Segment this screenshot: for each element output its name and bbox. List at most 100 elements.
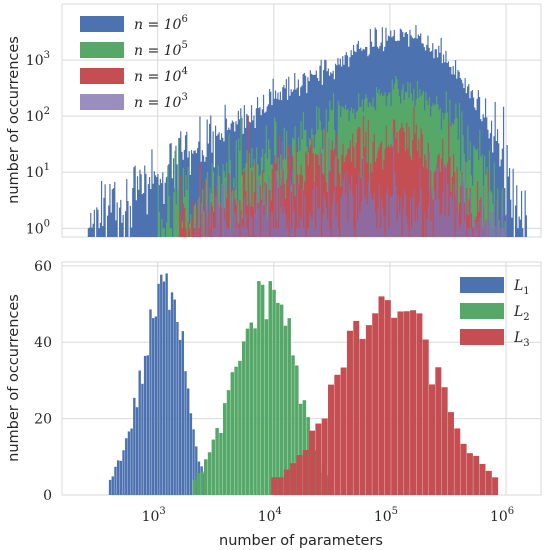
bottom-bars — [108, 273, 499, 495]
histogram-bar — [291, 355, 295, 495]
series-n-1e4 — [179, 107, 489, 237]
legend-swatch — [80, 68, 124, 84]
legend-swatch — [460, 329, 504, 345]
histogram-bar — [416, 313, 423, 495]
legend-swatch — [80, 42, 124, 58]
histogram-bar — [283, 469, 290, 495]
bottom-y-tick-label: 0 — [43, 488, 52, 504]
top-y-tick-label: 102 — [26, 106, 50, 125]
histogram-bar — [116, 460, 120, 495]
histogram-bar — [215, 428, 219, 495]
legend-swatch — [80, 16, 124, 32]
histogram-bar — [108, 479, 112, 495]
histogram-bar — [279, 304, 284, 495]
top-y-tick-label: 101 — [26, 162, 50, 181]
histogram-bar — [157, 283, 160, 495]
histogram-bar — [154, 316, 158, 495]
histogram-bar — [298, 403, 303, 495]
histogram-bar — [200, 471, 204, 495]
bottom-y-tick-label: 40 — [34, 335, 52, 351]
histogram-bar — [257, 281, 261, 495]
histogram-bar — [196, 472, 200, 495]
histogram-bar — [328, 384, 335, 495]
series-n-1e3 — [195, 137, 508, 237]
top-legend: n = 106 n = 105 n = 104 n = 103 — [80, 14, 188, 111]
histogram-bar — [492, 477, 499, 495]
histogram-bar — [315, 423, 322, 495]
top-y-tick-label: 103 — [26, 50, 50, 69]
histogram-bar — [473, 455, 480, 495]
histogram-bar — [238, 360, 242, 495]
top-y-axis-label: number of occurrences — [6, 36, 22, 204]
histogram-bar — [460, 443, 467, 495]
histogram-bar — [365, 325, 372, 495]
histogram-bar — [466, 453, 473, 495]
histogram-bar — [296, 455, 303, 495]
histogram-bar — [397, 311, 404, 495]
bottom-y-ticks: 0 20 40 60 — [34, 259, 52, 504]
histogram-bar — [187, 388, 190, 495]
histogram-bar — [222, 403, 227, 495]
bottom-x-tick-label: 104 — [258, 506, 282, 525]
histogram-bar — [219, 433, 223, 495]
histogram-bar — [181, 331, 185, 495]
histogram-bar — [309, 430, 316, 495]
histogram-bar — [138, 370, 141, 495]
histogram-bar — [245, 328, 250, 495]
histogram-bar — [429, 384, 436, 495]
top-y-tick-label: 100 — [26, 218, 50, 237]
histogram-bar — [226, 390, 231, 495]
histogram-bar — [276, 302, 280, 495]
histogram-bar — [249, 322, 254, 495]
histogram-bar — [340, 367, 347, 495]
histogram-bar — [160, 274, 163, 495]
histogram-bar — [122, 450, 125, 495]
series-L2 — [192, 281, 329, 495]
histogram-bar — [277, 477, 284, 495]
histogram-bar — [372, 313, 379, 495]
histogram-bar — [130, 428, 133, 495]
top-panel: 100 101 102 103 number of occurrences n = 1… — [6, 3, 542, 238]
top-y-ticks: 100 101 102 103 — [26, 50, 50, 237]
histogram-bar — [378, 296, 385, 495]
histogram-bar — [253, 328, 257, 495]
histogram-bar — [283, 325, 288, 495]
legend-label: n = 104 — [134, 66, 188, 85]
legend-label: n = 106 — [134, 14, 188, 33]
histogram-bar — [422, 339, 429, 495]
histogram-bars — [179, 107, 489, 237]
histogram-bar — [170, 292, 174, 495]
histogram-bar — [204, 459, 208, 495]
histogram-bar — [146, 355, 149, 495]
bottom-y-tick-label: 60 — [34, 259, 52, 275]
bottom-y-axis-label: number of occurrences — [6, 294, 22, 462]
histogram-bar — [391, 317, 398, 495]
histogram-bar — [135, 407, 139, 495]
bottom-x-tick-label: 105 — [374, 506, 398, 525]
histogram-bar — [384, 300, 391, 495]
histogram-bar — [287, 318, 291, 495]
histogram-bar — [189, 413, 193, 495]
histogram-bar — [133, 397, 136, 495]
histogram-bar — [176, 321, 179, 495]
histogram-bar — [295, 365, 299, 495]
histogram-bar — [168, 309, 171, 495]
histogram-bar — [268, 281, 272, 495]
bottom-x-axis-label: number of parameters — [219, 533, 383, 549]
histogram-bar — [207, 452, 212, 495]
histogram-bar — [454, 428, 461, 495]
histogram-bar — [272, 289, 276, 495]
histogram-bar — [143, 355, 147, 495]
bottom-x-tick-label: 103 — [142, 506, 166, 525]
histogram-bar — [192, 429, 195, 495]
bottom-x-tick-label: 106 — [490, 506, 514, 525]
histogram-bar — [321, 418, 328, 495]
histogram-bar — [334, 374, 341, 495]
histogram-bar — [178, 339, 182, 495]
legend-swatch — [80, 94, 124, 110]
histogram-bar — [184, 371, 187, 495]
legend-swatch — [460, 277, 504, 293]
histogram-bar — [353, 320, 360, 495]
